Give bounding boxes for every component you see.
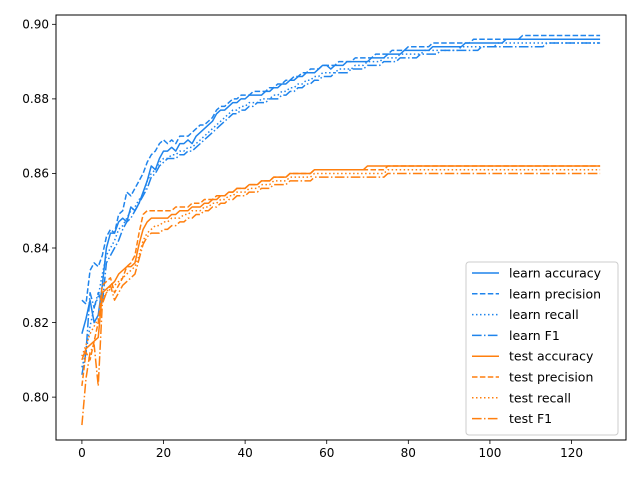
series-line-test-recall (81, 168, 601, 357)
legend: learn accuracy learn precision learn recal… (465, 261, 619, 436)
series-line-learn-recall (81, 42, 601, 368)
legend-label: test F1 (509, 411, 552, 426)
x-tick-label: 40 (237, 446, 252, 460)
x-tick-label: 80 (401, 446, 416, 460)
legend-label: test recall (509, 390, 571, 405)
x-tick-label: 100 (478, 446, 501, 460)
legend-label: learn accuracy (509, 266, 602, 281)
legend-box (465, 261, 619, 436)
y-tick-label: 0.80 (22, 390, 49, 404)
y-axis: 0.80 0.82 0.84 0.86 0.88 0.90 (22, 18, 56, 404)
legend-label: learn F1 (509, 328, 560, 343)
x-tick-label: 20 (156, 446, 171, 460)
axes-frame (55, 14, 627, 441)
series-line-test-f1 (81, 172, 601, 426)
series-line-learn-f1 (81, 42, 601, 375)
y-tick-label: 0.86 (22, 167, 49, 181)
x-tick-label: 60 (319, 446, 334, 460)
x-axis: 0 20 40 60 80 100 120 (78, 440, 583, 460)
x-tick-label: 0 (78, 446, 86, 460)
legend-label: test precision (509, 370, 593, 385)
series-layer (81, 34, 601, 426)
series-line-learn-precision (81, 34, 601, 305)
plot-area (55, 14, 627, 441)
legend-entries: learn accuracy learn precision learn recal… (472, 266, 602, 426)
x-tick-label: 120 (560, 446, 583, 460)
legend-label: learn precision (509, 286, 601, 301)
legend-label: learn recall (509, 307, 579, 322)
series-line-test-precision (81, 165, 601, 387)
legend-label: test accuracy (509, 349, 594, 364)
y-tick-label: 0.88 (22, 92, 49, 106)
y-tick-label: 0.90 (22, 18, 49, 32)
y-tick-label: 0.84 (22, 241, 49, 255)
y-tick-label: 0.82 (22, 316, 49, 330)
